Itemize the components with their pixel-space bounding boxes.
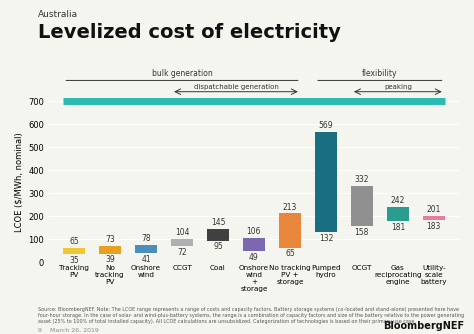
Bar <box>99 246 121 254</box>
Text: Source: BloombergNEF. Note: The LCOE range represents a range of costs and capac: Source: BloombergNEF. Note: The LCOE ran… <box>38 307 464 324</box>
Text: 35: 35 <box>69 256 79 265</box>
Text: 158: 158 <box>355 228 369 237</box>
Bar <box>315 132 337 232</box>
Text: 242: 242 <box>391 196 405 205</box>
Text: 181: 181 <box>391 223 405 232</box>
Text: 132: 132 <box>319 234 333 243</box>
Text: 332: 332 <box>355 175 369 184</box>
Bar <box>423 216 445 220</box>
Text: 106: 106 <box>246 227 261 236</box>
Text: 9    March 26, 2019: 9 March 26, 2019 <box>38 327 99 332</box>
Text: Levelized cost of electricity: Levelized cost of electricity <box>38 23 341 42</box>
Text: 73: 73 <box>105 235 115 244</box>
Text: 39: 39 <box>105 256 115 265</box>
Text: 569: 569 <box>319 121 333 130</box>
Bar <box>64 247 85 255</box>
Text: 49: 49 <box>249 253 259 262</box>
Text: 78: 78 <box>141 234 151 243</box>
Text: 183: 183 <box>427 222 441 231</box>
Text: 213: 213 <box>283 203 297 212</box>
Text: 41: 41 <box>141 255 151 264</box>
Text: flexibility: flexibility <box>362 69 398 78</box>
Text: BloombergNEF: BloombergNEF <box>383 321 465 331</box>
Text: dispatchable generation: dispatchable generation <box>193 84 278 90</box>
Text: 65: 65 <box>69 237 79 246</box>
Text: 65: 65 <box>285 249 295 259</box>
Text: 72: 72 <box>177 248 187 257</box>
Bar <box>207 229 229 240</box>
Text: 95: 95 <box>213 242 223 252</box>
Bar <box>279 213 301 247</box>
Text: bulk generation: bulk generation <box>152 69 212 78</box>
Text: 104: 104 <box>175 228 189 237</box>
Y-axis label: LCOE ($/MWh, nominal): LCOE ($/MWh, nominal) <box>15 132 24 232</box>
Bar <box>351 186 373 226</box>
Bar <box>387 207 409 221</box>
Text: Australia: Australia <box>38 10 78 19</box>
Text: peaking: peaking <box>384 84 412 90</box>
Bar <box>243 238 265 251</box>
Bar <box>171 238 193 246</box>
Text: 201: 201 <box>427 205 441 214</box>
Text: 145: 145 <box>211 218 225 227</box>
Bar <box>135 244 157 253</box>
